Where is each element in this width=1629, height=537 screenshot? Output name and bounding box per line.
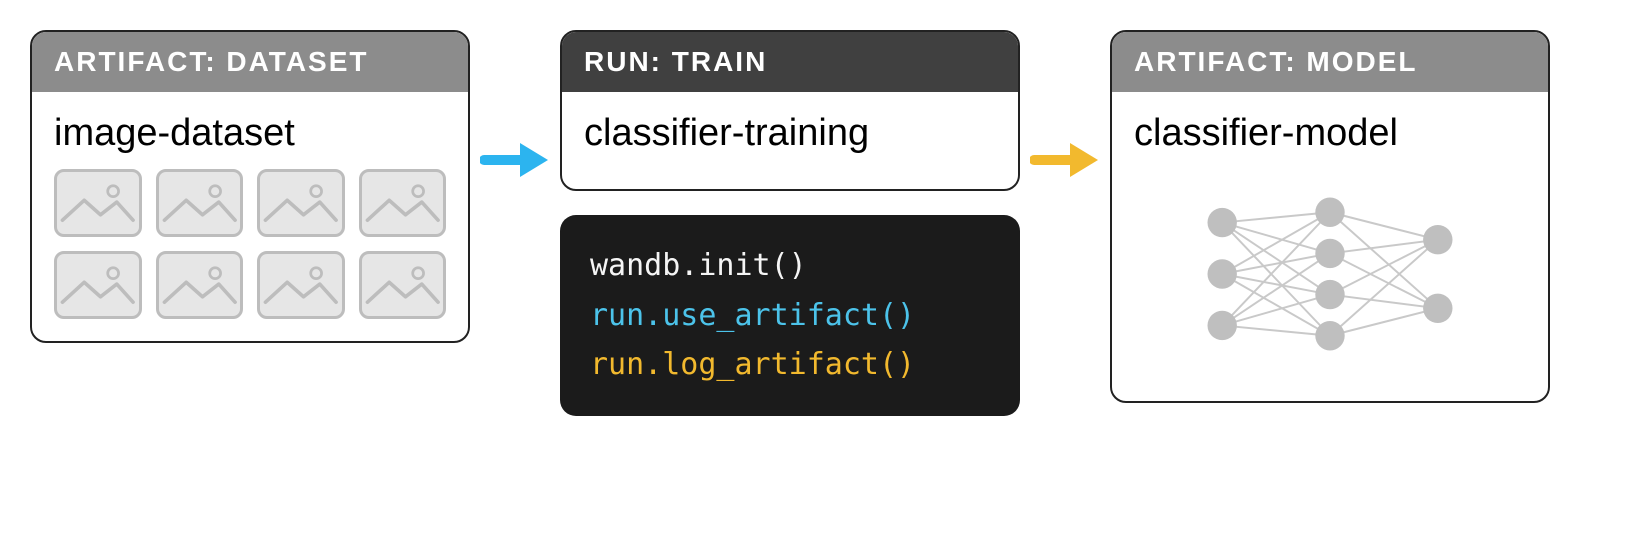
image-thumbnail-icon [54,169,142,237]
model-body: classifier-model [1112,92,1548,401]
arrow-icon [480,137,550,183]
dataset-header: ARTIFACT: DATASET [32,32,468,92]
run-column: RUN: TRAIN classifier-training wandb.ini… [560,30,1020,416]
run-title: classifier-training [584,112,996,155]
arrow-dataset-to-run [470,30,560,230]
image-thumbnail-icon [54,251,142,319]
image-thumbnail-icon [257,169,345,237]
run-body: classifier-training [562,92,1018,189]
code-line: wandb.init() [590,241,990,291]
code-line: run.use_artifact() [590,291,990,341]
image-thumbnail-icon [156,169,244,237]
arrow-icon [1030,137,1100,183]
image-thumbnail-icon [257,251,345,319]
code-line: run.log_artifact() [590,340,990,390]
model-card: ARTIFACT: MODEL classifier-model [1110,30,1550,403]
image-thumbnail-icon [359,169,447,237]
dataset-body: image-dataset [32,92,468,341]
dataset-card: ARTIFACT: DATASET image-dataset [30,30,470,343]
run-card: RUN: TRAIN classifier-training [560,30,1020,191]
run-header: RUN: TRAIN [562,32,1018,92]
dataset-title: image-dataset [54,112,446,155]
thumbnail-grid [54,169,446,319]
image-thumbnail-icon [156,251,244,319]
arrow-run-to-model [1020,30,1110,230]
model-title: classifier-model [1134,112,1526,155]
code-block: wandb.init()run.use_artifact()run.log_ar… [560,215,1020,416]
neural-net-icon [1134,169,1526,379]
image-thumbnail-icon [359,251,447,319]
model-header: ARTIFACT: MODEL [1112,32,1548,92]
